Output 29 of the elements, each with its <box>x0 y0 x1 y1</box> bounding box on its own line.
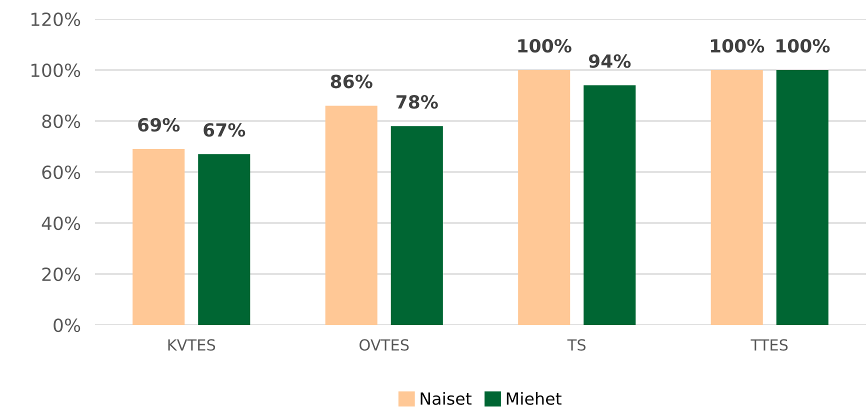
data-label: 78% <box>396 95 438 109</box>
data-label: 100% <box>518 38 572 53</box>
legend-label: Miehet <box>506 392 562 405</box>
data-label: 94% <box>588 54 631 68</box>
data-label: 86% <box>330 74 372 88</box>
data-label: 100% <box>711 38 764 53</box>
x-tick-label: TS <box>567 339 586 351</box>
x-tick-label: TTES <box>750 339 788 351</box>
x-tick-label: OVTES <box>360 339 409 351</box>
y-tick-label: 120% <box>31 12 80 26</box>
legend-label: Naiset <box>420 392 472 405</box>
bar <box>325 106 378 325</box>
bar <box>198 154 250 325</box>
y-tick-label: 80% <box>42 114 80 128</box>
y-tick-label: 60% <box>42 165 80 180</box>
y-tick-label: 100% <box>31 63 80 78</box>
y-tick-label: 0% <box>54 318 80 332</box>
bar <box>390 126 443 325</box>
data-label: 67% <box>204 123 246 137</box>
bar <box>518 70 570 325</box>
bar <box>584 85 636 325</box>
y-tick-label: 40% <box>42 216 80 230</box>
x-tick-label: KVTES <box>168 339 216 351</box>
bar <box>776 70 828 325</box>
bar <box>710 70 763 325</box>
bar <box>132 149 185 325</box>
data-label: 100% <box>776 38 830 53</box>
y-tick-label: 20% <box>42 267 80 282</box>
data-label: 69% <box>138 118 180 132</box>
